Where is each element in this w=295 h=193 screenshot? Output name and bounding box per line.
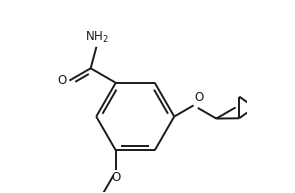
Text: O: O <box>111 172 120 185</box>
Text: NH$_2$: NH$_2$ <box>85 30 108 45</box>
Text: O: O <box>195 91 204 104</box>
Text: O: O <box>58 74 67 87</box>
